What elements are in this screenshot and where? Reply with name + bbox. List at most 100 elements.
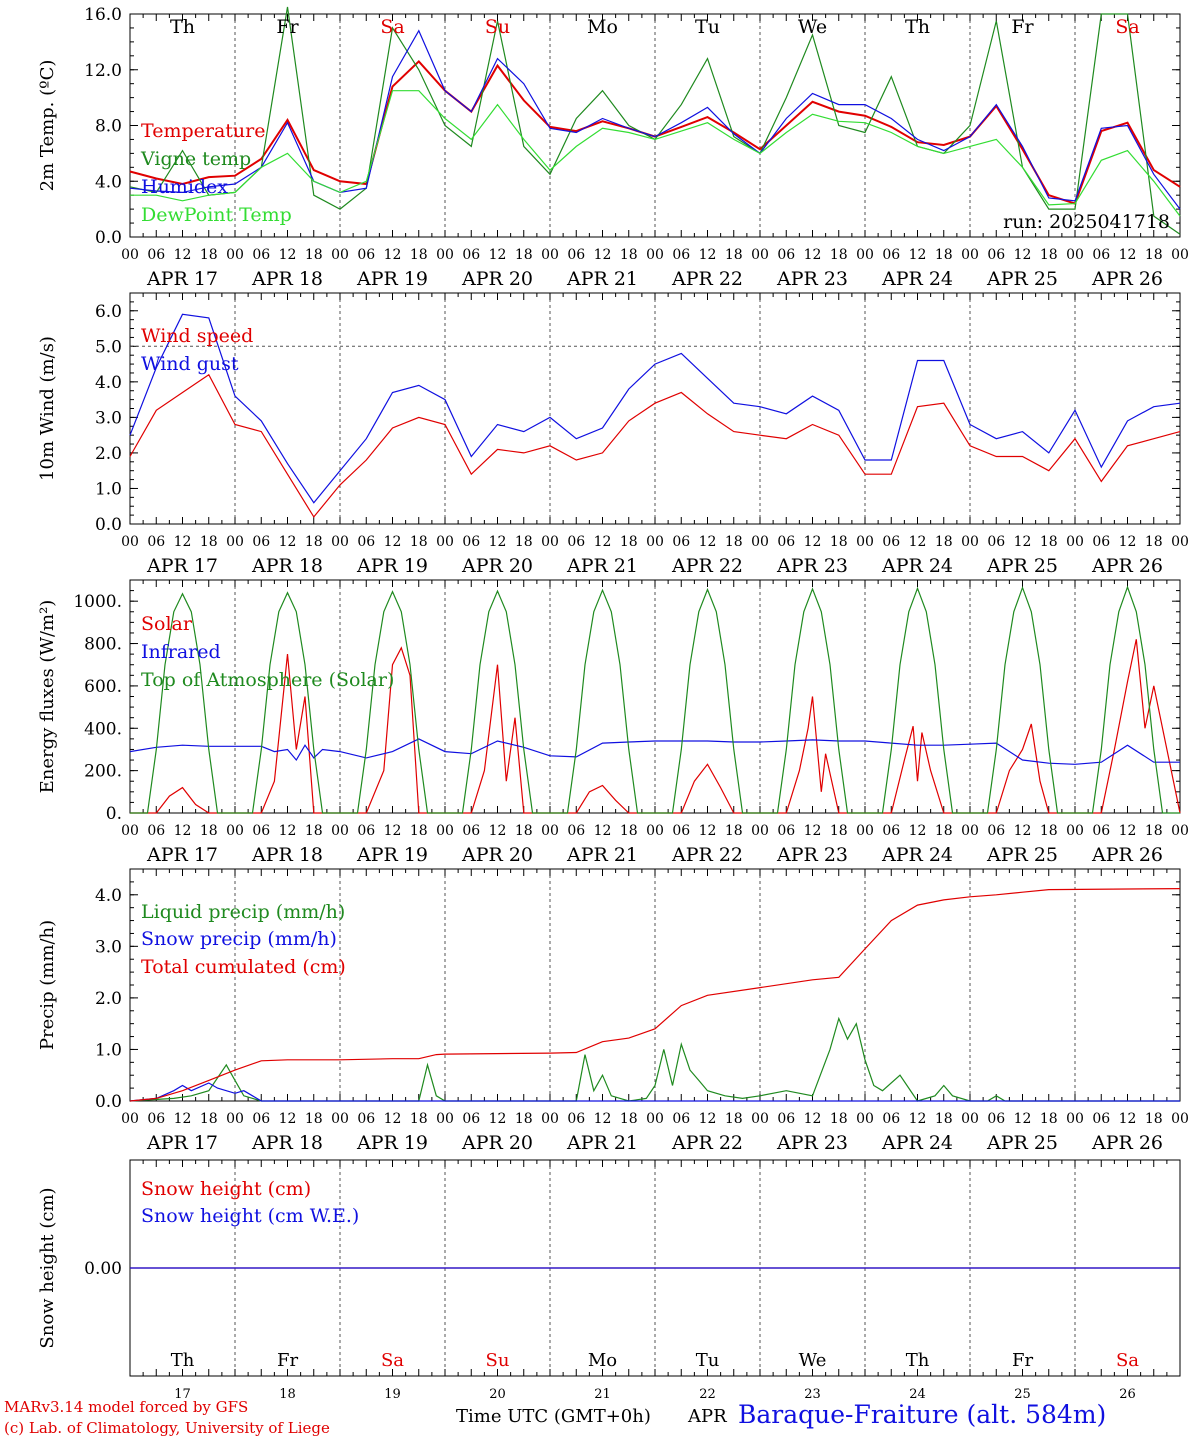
- date-label: APR 23: [776, 555, 848, 577]
- hour-tick-label: 00: [856, 534, 874, 550]
- y-axis-label: 10m Wind (m/s): [37, 336, 58, 481]
- y-tick-label: 1.0: [95, 479, 122, 499]
- hour-tick-label: 18: [410, 1111, 428, 1127]
- y-tick-label: 4.0: [95, 373, 122, 393]
- hour-tick-label: 00: [646, 1111, 664, 1127]
- weekday-label: Fr: [277, 1350, 298, 1371]
- day-number-label: 18: [279, 1387, 296, 1402]
- hour-tick-label: 06: [462, 823, 480, 839]
- hour-tick-label: 18: [515, 534, 533, 550]
- legend-entry: Wind speed: [141, 325, 253, 347]
- date-label: APR 25: [986, 555, 1058, 577]
- hour-tick-label: 06: [147, 534, 165, 550]
- day-number-label: 22: [699, 1387, 716, 1402]
- hour-tick-label: 12: [174, 247, 192, 263]
- series-line: [129, 1016, 1180, 1102]
- hour-tick-label: 00: [751, 247, 769, 263]
- hour-tick-label: 12: [279, 823, 297, 839]
- weekday-label: Th: [171, 1350, 195, 1371]
- hour-tick-label: 18: [1040, 534, 1058, 550]
- hour-tick-label: 00: [226, 534, 244, 550]
- date-label: APR 26: [1091, 555, 1163, 577]
- hour-tick-label: 06: [882, 823, 900, 839]
- hour-tick-label: 12: [909, 823, 927, 839]
- series-line: [129, 1082, 1180, 1102]
- hour-tick-label: 06: [252, 1111, 270, 1127]
- panel-precip: 0.0 1.0 2.0 3.0 4.0 Precip (mm/h) Liquid preci…: [37, 868, 1189, 1154]
- hour-tick-label: 00: [1066, 534, 1084, 550]
- hour-tick-label: 18: [1145, 534, 1163, 550]
- hour-tick-label: 06: [987, 823, 1005, 839]
- hour-tick-label: 18: [200, 823, 218, 839]
- hour-tick-label: 12: [384, 534, 402, 550]
- weekday-label: Th: [905, 16, 930, 38]
- hour-tick-label: 00: [331, 823, 349, 839]
- hour-tick-label: 18: [200, 1111, 218, 1127]
- time-axis-label: Time UTC (GMT+0h): [456, 1406, 651, 1427]
- weekday-label: Sa: [1116, 1350, 1139, 1371]
- series-line: [129, 29, 1181, 210]
- month-label: APR: [688, 1406, 727, 1427]
- hour-tick-label: 12: [804, 534, 822, 550]
- hour-tick-label: 12: [489, 247, 507, 263]
- weekday-label: Mo: [587, 16, 618, 38]
- hour-tick-label: 12: [1014, 247, 1032, 263]
- hour-tick-label: 18: [725, 534, 743, 550]
- hour-tick-label: 00: [436, 534, 454, 550]
- hour-tick-label: 06: [672, 1111, 690, 1127]
- weekday-label: Su: [486, 1350, 510, 1371]
- hour-tick-label: 18: [620, 823, 638, 839]
- day-number-label: 21: [594, 1387, 611, 1402]
- hour-tick-label: 00: [436, 247, 454, 263]
- hour-tick-label: 00: [541, 1111, 559, 1127]
- legend-entry: Temperature: [141, 120, 265, 142]
- hour-tick-label: 18: [725, 823, 743, 839]
- date-label: APR 23: [776, 844, 848, 866]
- weekday-label: Su: [485, 16, 510, 38]
- hour-tick-label: 06: [252, 247, 270, 263]
- hour-tick-label: 12: [174, 1111, 192, 1127]
- hour-tick-label: 00: [856, 247, 874, 263]
- day-number-label: 26: [1119, 1387, 1136, 1402]
- legend-entry: Snow height (cm W.E.): [141, 1205, 359, 1227]
- weekday-label: Fr: [276, 16, 299, 38]
- lab-credit: (c) Lab. of Climatology, University of L…: [4, 1419, 330, 1437]
- hour-tick-label: 18: [515, 823, 533, 839]
- hour-tick-label: 18: [830, 823, 848, 839]
- hour-tick-label: 18: [1145, 247, 1163, 263]
- hour-tick-label: 00: [121, 534, 139, 550]
- date-label: APR 20: [461, 1132, 533, 1154]
- date-label: APR 26: [1091, 268, 1163, 290]
- hour-tick-label: 18: [620, 1111, 638, 1127]
- panel-energy: 0. 200. 400. 600. 800. 1000. Energy fluxes (W/…: [37, 579, 1189, 866]
- date-label: APR 23: [776, 268, 848, 290]
- day-number-label: 19: [384, 1387, 401, 1402]
- hour-tick-label: 00: [226, 823, 244, 839]
- hour-tick-label: 00: [226, 1111, 244, 1127]
- weekday-label: Sa: [380, 16, 404, 38]
- hour-tick-label: 12: [594, 823, 612, 839]
- hour-tick-label: 06: [357, 1111, 375, 1127]
- hour-tick-label: 12: [384, 823, 402, 839]
- hour-tick-label: 06: [672, 823, 690, 839]
- date-label: APR 19: [356, 555, 428, 577]
- hour-tick-label: 12: [1119, 247, 1137, 263]
- y-tick-label: 6.0: [95, 302, 122, 322]
- y-axis-label: Precip (mm/h): [37, 920, 58, 1050]
- y-tick-label: 1.0: [95, 1040, 122, 1060]
- hour-tick-label: 06: [357, 247, 375, 263]
- hour-tick-label: 12: [804, 247, 822, 263]
- weekday-label: We: [798, 16, 827, 38]
- series-line: [129, 887, 1181, 1102]
- hour-tick-label: 12: [1119, 1111, 1137, 1127]
- y-tick-label: 12.0: [84, 61, 122, 81]
- y-tick-label: 5.0: [95, 337, 122, 357]
- hour-tick-label: 12: [699, 1111, 717, 1127]
- hour-tick-label: 18: [410, 534, 428, 550]
- hour-tick-label: 12: [909, 534, 927, 550]
- hour-tick-label: 06: [567, 247, 585, 263]
- weekday-label: Tu: [695, 16, 720, 38]
- hour-tick-label: 12: [594, 1111, 612, 1127]
- date-label: APR 17: [146, 555, 218, 577]
- day-number-label: 25: [1014, 1387, 1031, 1402]
